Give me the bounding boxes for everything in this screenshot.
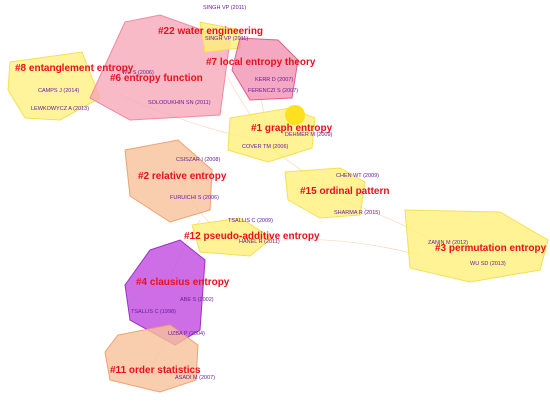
node-label: FERENCZI S (2007) bbox=[248, 88, 298, 94]
cluster-label: #7 local entropy theory bbox=[206, 57, 316, 68]
cluster-label: #22 water engineering bbox=[158, 26, 263, 37]
cluster-label: #4 clausius entropy bbox=[136, 277, 230, 288]
cluster-label: #11 order statistics bbox=[110, 365, 201, 376]
cluster-label: #8 entanglement entropy bbox=[15, 63, 134, 74]
node-label: TSALLIS C (2009) bbox=[228, 218, 273, 224]
cluster-label: #15 ordinal pattern bbox=[300, 186, 389, 197]
node-label: CHEN WT (2009) bbox=[336, 173, 379, 179]
node-label: HANEL R (2011) bbox=[239, 239, 280, 245]
node-label: LEWKOWYCZ A (2013) bbox=[31, 106, 89, 112]
node-label: ZANIN M (2012) bbox=[428, 240, 468, 246]
node-label: CAMPS J (2014) bbox=[38, 88, 79, 94]
node-label: SHARMA R (2015) bbox=[334, 210, 380, 216]
cluster-hulls bbox=[7, 14, 549, 393]
node-label: SOLODUKHIN SN (2011) bbox=[148, 100, 211, 106]
node-label: FURUICHI S (2006) bbox=[170, 195, 219, 201]
node-label: CSISZAR I (2008) bbox=[176, 157, 220, 163]
node-label: WU S (2006) bbox=[122, 70, 154, 76]
cluster-label: #2 relative entropy bbox=[138, 171, 227, 182]
cluster-labels: #22 water engineering #8 entanglement en… bbox=[15, 26, 547, 376]
cluster-label: #1 graph entropy bbox=[251, 123, 333, 134]
node-label: SINGH VP (2011) bbox=[205, 36, 248, 42]
cluster-label: #3 permutation entropy bbox=[435, 243, 547, 254]
node-label: COVER TM (2006) bbox=[242, 144, 289, 150]
node-label: KERR D (2007) bbox=[255, 77, 293, 83]
node-label: TSALLIS C (1998) bbox=[131, 309, 176, 315]
node-label: ABE S (2002) bbox=[180, 297, 214, 303]
cluster-label: #12 pseudo-additive entropy bbox=[184, 231, 320, 242]
node-label: WU SD (2013) bbox=[470, 261, 506, 267]
node-label: DEHMER M (2009) bbox=[285, 132, 333, 138]
node-label: SINGH VP (2011) bbox=[203, 5, 246, 11]
node-label: UZBA P (2004) bbox=[168, 331, 205, 337]
node-labels: SINGH VP (2011) SINGH VP (2011) WU S (20… bbox=[31, 5, 506, 381]
cluster-label: #6 entropy function bbox=[110, 73, 203, 84]
node-label: ASADI M (2007) bbox=[175, 375, 215, 381]
